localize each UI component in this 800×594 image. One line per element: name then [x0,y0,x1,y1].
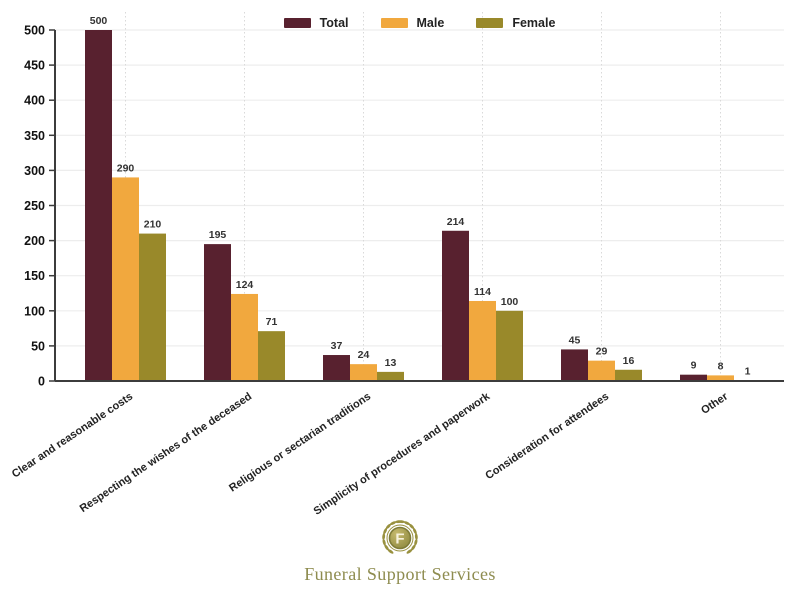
legend-swatch-icon [380,18,408,28]
y-tick-label: 350 [24,129,45,143]
bar-value-label: 500 [90,15,108,27]
bar-male [350,364,377,381]
bar-value-label: 71 [266,316,278,328]
bar-value-label: 214 [447,216,465,228]
bar-value-label: 1 [745,365,751,377]
bar-total [561,349,588,381]
bar-total [85,30,112,381]
laurel-leaf-icon [384,544,389,551]
bar-value-label: 37 [331,340,343,352]
legend-item-male: Male [380,16,445,30]
bar-value-label: 45 [569,334,581,346]
bar-value-label: 124 [236,279,254,291]
laurel-leaf-icon [408,523,415,530]
emblem-circle [388,526,412,550]
bar-male [112,177,139,381]
y-tick-label: 450 [24,59,45,73]
laurel-leaf-icon [411,544,416,551]
bar-total [680,374,707,381]
bar-female [496,310,523,381]
laurel-leaf-icon [387,549,394,554]
laurel-leaf-icon [383,527,388,535]
bar-value-label: 16 [623,355,635,367]
laurel-leaf-icon [382,538,386,546]
bar-value-label: 9 [691,360,697,372]
laurel-leaf-icon [382,533,386,540]
bar-value-label: 195 [209,229,227,241]
y-tick-label: 200 [24,234,45,248]
bar-chart: 500 195 37 214 45 9 290 124 24 114 29 8 210 71 13 100 16… [10,12,784,518]
bar-male [231,293,258,381]
y-tick-label: 500 [24,24,45,38]
bar-total [442,230,469,381]
bar-value-label: 114 [474,286,491,298]
legend-item-female: Female [476,16,555,30]
x-tick-label: Consideration for attendees [483,391,611,483]
y-tick-label: 400 [24,94,45,108]
brand-logo-icon: F [382,520,418,554]
bar-female [615,369,642,381]
y-tick-label: 250 [24,199,45,213]
legend-swatch-icon [283,18,311,28]
emblem-outer-ring [386,524,414,552]
bar-value-label: 24 [358,349,370,361]
y-tick-label: 100 [24,304,45,318]
bar-chart-svg: 5001953721445929012424114298210711310016… [10,12,784,518]
bar-value-label: 290 [117,162,135,174]
y-tick-label: 300 [24,164,45,178]
bar-male [469,300,496,381]
laurel-leaf-icon [414,533,418,540]
laurel-leaf-icon [389,521,397,526]
bar-value-label: 29 [596,346,608,358]
bar-value-label: 13 [385,357,397,369]
x-tick-label: Other [699,390,731,417]
bar-total [323,355,350,381]
emblem-monogram: F [395,531,404,548]
y-tick-label: 150 [24,269,45,283]
bar-value-label: 210 [144,219,162,231]
legend-item-total: Total [283,16,349,30]
bar-male [707,375,734,381]
laurel-leaf-icon [385,523,392,530]
x-tick-label: Religious or sectarian traditions [227,391,373,495]
legend-label: Total [319,16,349,30]
y-tick-label: 50 [31,339,45,353]
x-tick-label: Clear and reasonable costs [10,391,135,481]
bar-female [258,331,285,381]
laurel-leaf-icon [406,549,413,554]
laurel-leaf-icon [412,527,417,535]
legend-label: Male [416,16,445,30]
bar-value-label: 100 [501,296,519,308]
legend-label: Female [512,16,556,30]
bar-female [377,371,404,381]
bar-total [204,244,231,381]
y-tick-label: 0 [38,375,45,389]
laurel-leaf-icon [403,521,411,526]
chart-legend: Total Male Female [55,16,784,30]
bar-male [588,360,615,381]
legend-swatch-icon [476,18,504,28]
laurel-leaf-icon [414,538,418,546]
bar-female [139,233,166,381]
brand-footer: F Funeral Support Services [0,518,800,585]
bar-value-label: 8 [718,360,724,372]
laurel-leaf-icon [398,520,405,524]
brand-name: Funeral Support Services [304,564,496,584]
